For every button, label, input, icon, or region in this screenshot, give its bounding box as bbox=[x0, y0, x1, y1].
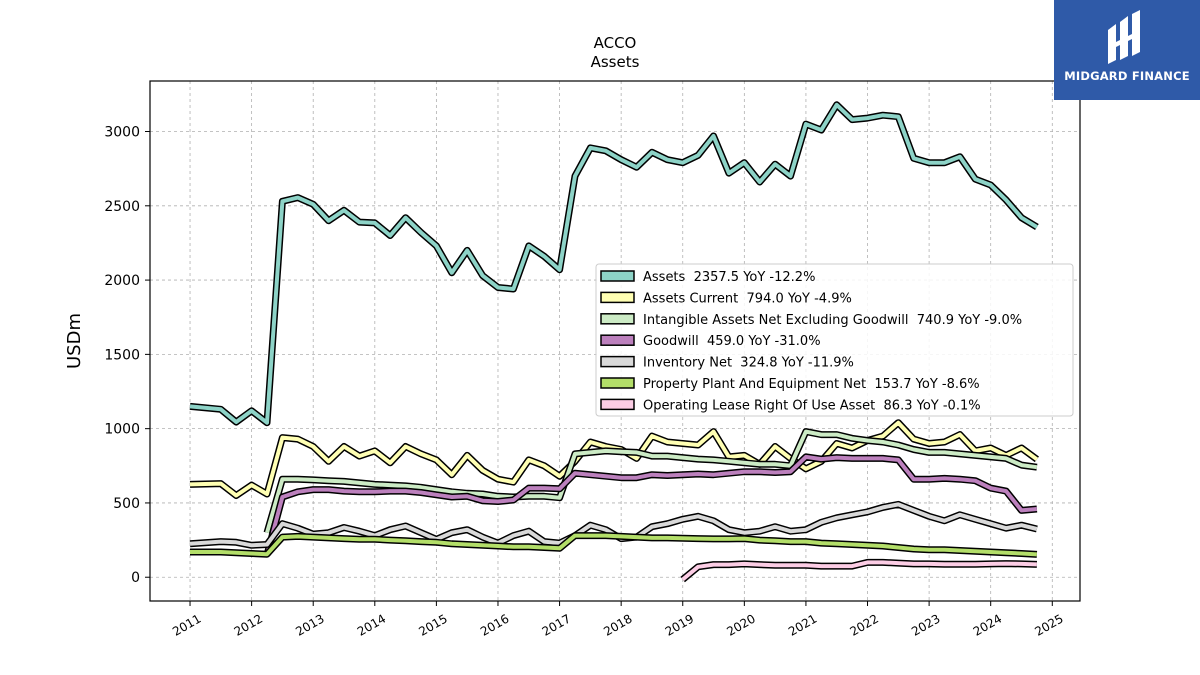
series-line bbox=[189, 102, 1038, 425]
x-tick-label: 2021 bbox=[786, 611, 819, 638]
chart-title: ACCO bbox=[594, 34, 637, 52]
legend-swatch bbox=[600, 334, 635, 346]
legend-label: Intangible Assets Net Excluding Goodwill… bbox=[643, 313, 1022, 328]
legend-swatch bbox=[600, 313, 635, 325]
legend-label: Assets Current 794.0 YoY -4.9% bbox=[643, 291, 852, 306]
legend-label: Inventory Net 324.8 YoY -11.9% bbox=[643, 356, 854, 371]
legend-swatch bbox=[600, 291, 635, 304]
legend-label: Assets 2357.5 YoY -12.2% bbox=[643, 270, 815, 285]
x-tick-label: 2025 bbox=[1032, 611, 1065, 638]
series-line bbox=[265, 454, 1038, 556]
series-1-line bbox=[189, 101, 1039, 427]
brand-logo: MIDGARD FINANCE bbox=[1054, 0, 1200, 100]
chart-subtitle: Assets bbox=[591, 53, 640, 71]
y-tick-label: 0 bbox=[131, 570, 140, 586]
x-tick-label: 2022 bbox=[848, 611, 881, 638]
x-tick-label: 2018 bbox=[601, 611, 634, 638]
x-tick-label: 2020 bbox=[724, 611, 757, 638]
series-line bbox=[681, 560, 1037, 582]
x-tick-label: 2023 bbox=[909, 611, 942, 638]
y-tick-label: 3000 bbox=[104, 125, 140, 141]
legend-swatch bbox=[600, 355, 635, 368]
legend-swatch bbox=[600, 270, 635, 282]
series-line bbox=[265, 429, 1038, 534]
legend: Assets 2357.5 YoY -12.2% Assets Current 7… bbox=[595, 263, 1074, 417]
x-tick-label: 2011 bbox=[170, 611, 203, 638]
y-tick-label: 2000 bbox=[104, 273, 140, 289]
x-tick-label: 2016 bbox=[478, 611, 511, 638]
x-tick-label: 2013 bbox=[293, 611, 326, 638]
midgard-logo-icon bbox=[1108, 10, 1140, 64]
series-6-line bbox=[190, 532, 1038, 558]
y-tick-label: 2500 bbox=[104, 199, 140, 215]
x-tick-label: 2024 bbox=[971, 611, 1004, 638]
series-4-line bbox=[263, 453, 1038, 556]
y-tick-label: 500 bbox=[113, 496, 140, 512]
series-3-line bbox=[263, 428, 1038, 534]
legend-label: Property Plant And Equipment Net 153.7 Y… bbox=[643, 377, 980, 392]
series-line bbox=[190, 533, 1038, 557]
legend-swatch bbox=[600, 398, 635, 411]
legend-swatch bbox=[600, 377, 635, 389]
x-tick-label: 2017 bbox=[540, 611, 573, 638]
x-tick-label: 2015 bbox=[416, 611, 449, 638]
legend-box bbox=[595, 263, 1074, 417]
y-tick-label: 1000 bbox=[104, 422, 140, 438]
series-7-line bbox=[680, 558, 1038, 583]
axes-frame bbox=[149, 80, 1081, 602]
x-tick-label: 2014 bbox=[355, 611, 388, 638]
x-tick-label: 2012 bbox=[232, 611, 265, 638]
legend-label: Operating Lease Right Of Use Asset 86.3 … bbox=[643, 398, 981, 413]
legend-label: Goodwill 459.0 YoY -31.0% bbox=[643, 334, 821, 349]
y-axis-label: USDm bbox=[64, 313, 85, 369]
series-layer bbox=[189, 101, 1039, 583]
brand-name: MIDGARD FINANCE bbox=[1064, 69, 1190, 83]
x-tick-label: 2019 bbox=[663, 611, 696, 638]
y-tick-label: 1500 bbox=[104, 347, 140, 363]
